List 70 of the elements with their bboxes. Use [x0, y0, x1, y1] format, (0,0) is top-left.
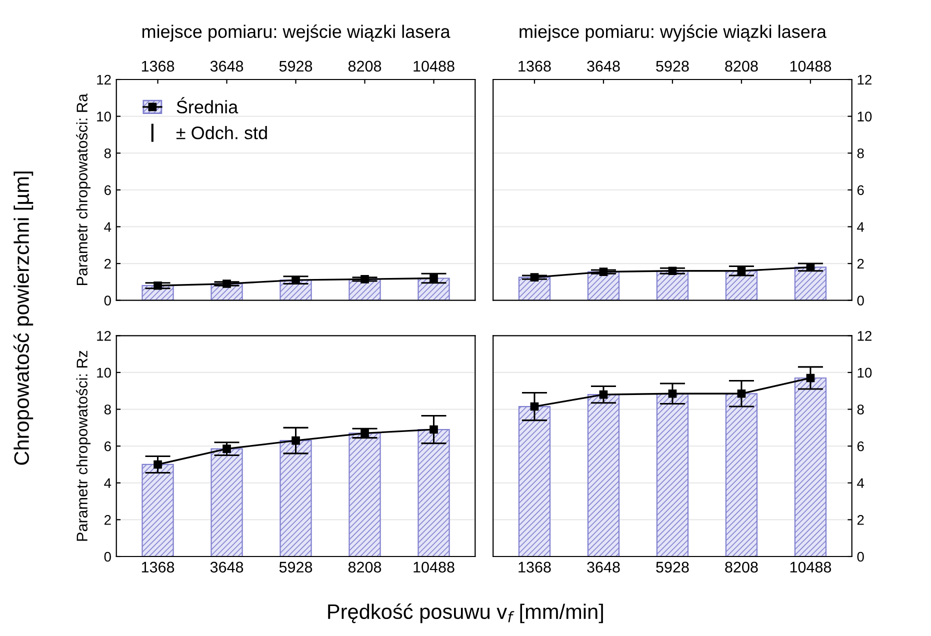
y-tick-label: 4 [857, 478, 864, 488]
y-tick-label: 12 [97, 74, 111, 85]
y-axis-title: Parametr chropowatości: Ra [76, 94, 91, 286]
y-tick-label: 12 [97, 331, 111, 341]
text: Chropowatość powierzchni [µm] [13, 172, 34, 465]
x-tick-label: 1368 [142, 60, 174, 72]
y-tick-label: 10 [97, 112, 111, 122]
x-tick-label: 8208 [725, 60, 758, 72]
y-tick-label: 10 [858, 112, 872, 122]
y-tick-label: 0 [857, 296, 864, 306]
bar [210, 448, 243, 556]
bar [725, 393, 758, 556]
y-tick-label: 6 [104, 441, 111, 452]
y-tick-label: 6 [857, 441, 864, 452]
bar [518, 406, 551, 556]
bar [518, 276, 551, 300]
y-tick-label: 0 [104, 552, 111, 562]
bar [587, 394, 620, 556]
bar [656, 270, 689, 300]
y-tick-label: 0 [857, 552, 864, 562]
bar [142, 464, 174, 556]
chart-title: miejsce pomiaru: wyjście wiązki lasera [520, 24, 826, 42]
x-tick-label: 3648 [587, 60, 620, 72]
y-tick-label: 10 [97, 368, 111, 378]
bar [656, 393, 689, 556]
x-tick-label: 3648 [210, 562, 244, 573]
bar [587, 271, 620, 300]
x-tick-label: 1368 [518, 60, 551, 72]
y-tick-label: 8 [104, 148, 111, 158]
y-tick-label: 8 [857, 404, 864, 414]
bar [348, 432, 381, 556]
y-tick-label: 12 [858, 74, 872, 85]
y-tick-label: 6 [104, 185, 111, 196]
bar [794, 266, 827, 300]
y-tick-label: 4 [104, 478, 112, 488]
chart-title: miejsce pomiaru: wejście wiązki lasera [142, 24, 450, 42]
y-tick-label: 12 [858, 331, 872, 341]
x-tick-label: 10488 [790, 562, 832, 573]
legend-label: Średnia [176, 97, 238, 114]
x-tick-label: 1368 [518, 562, 551, 573]
y-tick-label: 2 [104, 515, 111, 525]
x-tick-label: 10488 [790, 60, 832, 72]
x-tick-label: 5928 [279, 60, 312, 72]
text: Prędkość posuwu v$_{f}$ [mm/min] [328, 603, 603, 624]
x-tick-label: 1368 [142, 562, 174, 573]
y-tick-label: 4 [104, 222, 112, 232]
bar [418, 428, 450, 556]
x-tick-label: 8208 [725, 562, 758, 573]
bar [794, 377, 827, 556]
y-tick-label: 0 [104, 296, 111, 306]
x-tick-label: 5928 [656, 562, 689, 573]
y-tick-label: 2 [104, 258, 111, 269]
x-tick-label: 3648 [210, 60, 244, 72]
x-tick-label: 10488 [414, 60, 454, 72]
x-tick-label: 5928 [279, 562, 312, 573]
x-tick-label: 8208 [348, 562, 382, 573]
y-tick-label: 6 [857, 185, 864, 196]
y-tick-label: 8 [104, 404, 111, 414]
y-tick-label: 8 [857, 148, 864, 158]
y-tick-label: 4 [857, 222, 864, 232]
y-axis-title: Parametr chropowatości: Rz [76, 350, 91, 541]
y-tick-label: 2 [857, 258, 864, 269]
x-tick-label: 3648 [587, 562, 620, 573]
y-tick-label: 10 [858, 368, 872, 378]
annotation: ± Odch. std [176, 126, 267, 140]
x-tick-label: 8208 [348, 60, 382, 72]
x-tick-label: 10488 [414, 562, 454, 573]
bar [280, 440, 312, 556]
x-tick-label: 5928 [656, 60, 689, 72]
y-tick-label: 2 [857, 515, 864, 525]
